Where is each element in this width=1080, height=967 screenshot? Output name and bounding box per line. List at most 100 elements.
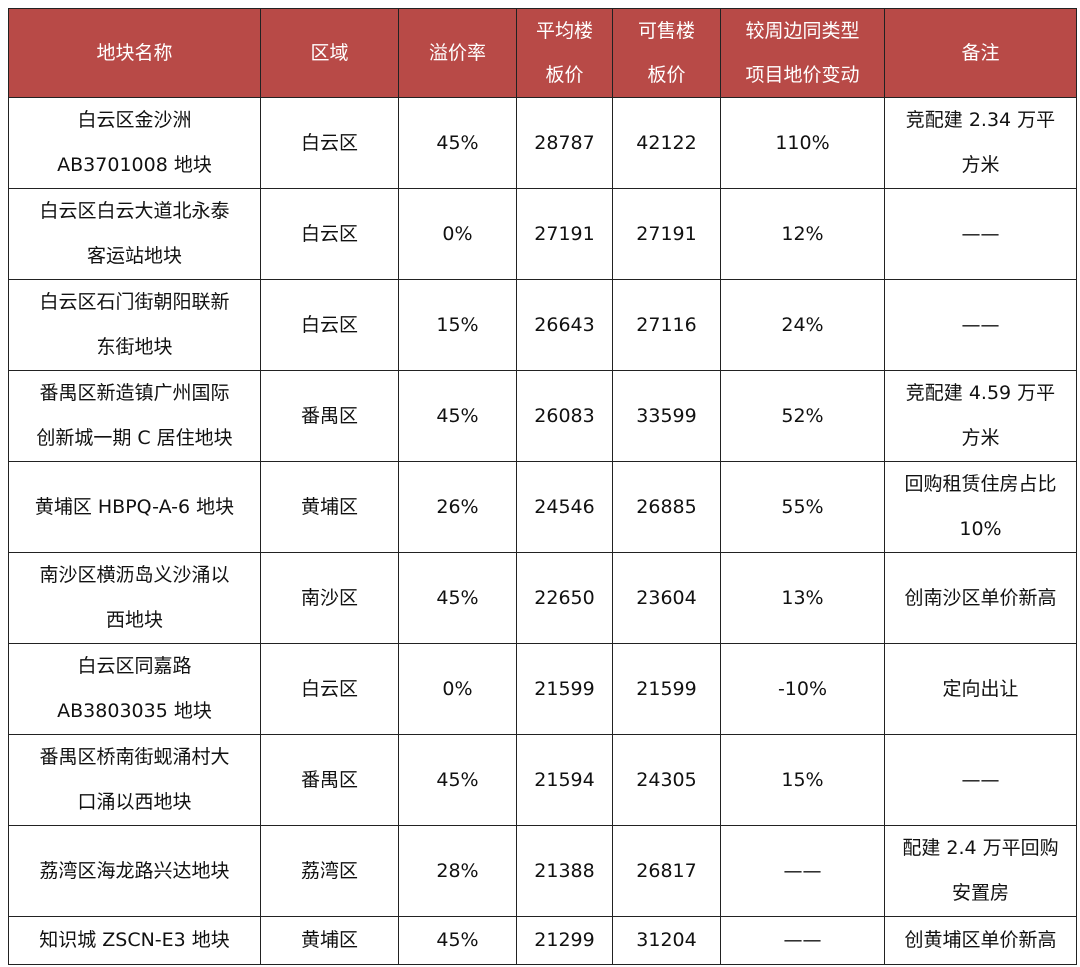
header-cell: 可售楼 板价 — [612, 8, 721, 98]
table-cell: 27116 — [612, 279, 721, 371]
table-cell: 26643 — [516, 279, 613, 371]
cell-line: 白云区石门街朝阳联新 — [39, 291, 230, 313]
table-cell: 荔湾区 — [260, 825, 399, 917]
cell-line: 方米 — [961, 427, 1000, 449]
cell-line: 创新城一期 C 居住地块 — [36, 427, 233, 449]
table-cell: 26083 — [516, 370, 613, 462]
table-cell: 定向出让 — [884, 643, 1077, 735]
table-cell: 33599 — [612, 370, 721, 462]
cell-line: 项目地价变动 — [745, 64, 860, 86]
table-row: 白云区石门街朝阳联新 东街地块 白云区 15% 26643 27116 24% —— — [8, 279, 1077, 371]
table-cell: —— — [884, 279, 1077, 371]
table-cell: —— — [884, 734, 1077, 826]
table-cell: 番禺区新造镇广州国际 创新城一期 C 居住地块 — [8, 370, 261, 462]
table-cell: 52% — [720, 370, 885, 462]
table-cell: 27191 — [516, 188, 613, 280]
table-cell: 24305 — [612, 734, 721, 826]
table-cell: 21594 — [516, 734, 613, 826]
table-cell: 回购租赁住房占比 10% — [884, 461, 1077, 553]
cell-line: 板价 — [545, 64, 584, 86]
table-row: 白云区白云大道北永泰 客运站地块 白云区 0% 27191 27191 12% —— — [8, 188, 1077, 280]
table-cell: 知识城 ZSCN-E3 地块 — [8, 916, 261, 965]
header-cell: 区域 — [260, 8, 399, 98]
cell-line: 可售楼 — [637, 20, 695, 42]
cell-line: 竞配建 4.59 万平 — [905, 382, 1056, 404]
cell-line: 平均楼 — [535, 20, 593, 42]
cell-line: 地块名称 — [96, 42, 173, 64]
table-cell: 26% — [398, 461, 517, 553]
cell-line: 西地块 — [105, 609, 163, 631]
table-cell: —— — [720, 916, 885, 965]
table-cell: 创南沙区单价新高 — [884, 552, 1077, 644]
table-cell: 15% — [398, 279, 517, 371]
table-cell: 26885 — [612, 461, 721, 553]
table-cell: 竞配建 2.34 万平 方米 — [884, 97, 1077, 189]
table-cell: 13% — [720, 552, 885, 644]
table-body: 白云区金沙洲 AB3701008 地块 白云区 45% 28787 42122 110% 竞配… — [8, 97, 1077, 965]
cell-line: 备注 — [961, 42, 1000, 64]
table-cell: 24% — [720, 279, 885, 371]
table-cell: 白云区 — [260, 97, 399, 189]
table-cell: 番禺区桥南街蚬涌村大 口涌以西地块 — [8, 734, 261, 826]
table-cell: 白云区 — [260, 279, 399, 371]
table-cell: 21599 — [612, 643, 721, 735]
table-cell: 南沙区 — [260, 552, 399, 644]
table-cell: 27191 — [612, 188, 721, 280]
table-row: 白云区金沙洲 AB3701008 地块 白云区 45% 28787 42122 110% 竞配… — [8, 97, 1077, 189]
table-cell: 110% — [720, 97, 885, 189]
table-cell: 21388 — [516, 825, 613, 917]
table-cell: 0% — [398, 643, 517, 735]
cell-line: 白云区同嘉路 — [77, 655, 192, 677]
table-cell: 55% — [720, 461, 885, 553]
table-cell: 白云区白云大道北永泰 客运站地块 — [8, 188, 261, 280]
table-cell: 南沙区横沥岛义沙涌以 西地块 — [8, 552, 261, 644]
header-cell: 地块名称 — [8, 8, 261, 98]
table-cell: 白云区石门街朝阳联新 东街地块 — [8, 279, 261, 371]
cell-line: 区域 — [310, 42, 349, 64]
table-cell: 21599 — [516, 643, 613, 735]
cell-line: 南沙区横沥岛义沙涌以 — [39, 564, 230, 586]
cell-line: 东街地块 — [96, 336, 173, 358]
table-cell: 21299 — [516, 916, 613, 965]
table-cell: 22650 — [516, 552, 613, 644]
cell-line: 白云区白云大道北永泰 — [39, 200, 230, 222]
table-row: 白云区同嘉路 AB3803035 地块 白云区 0% 21599 21599 -10% 定向出… — [8, 643, 1077, 735]
cell-line: 番禺区新造镇广州国际 — [39, 382, 230, 404]
header-row: 地块名称 区域 溢价率 平均楼 板价 可售楼 板价 较周边同类型 项目地价变动 备注 — [8, 8, 1077, 98]
table-cell: 荔湾区海龙路兴达地块 — [8, 825, 261, 917]
table-cell: 45% — [398, 552, 517, 644]
cell-line: 番禺区桥南街蚬涌村大 — [39, 746, 230, 768]
table-row: 黄埔区 HBPQ-A-6 地块 黄埔区 26% 24546 26885 55% 回购租赁住房… — [8, 461, 1077, 553]
table-row: 荔湾区海龙路兴达地块 荔湾区 28% 21388 26817 —— 配建 2.4 万平回购安… — [8, 825, 1077, 917]
header-cell: 较周边同类型 项目地价变动 — [720, 8, 885, 98]
table-cell: 0% — [398, 188, 517, 280]
cell-line: 口涌以西地块 — [77, 791, 192, 813]
table-cell: 15% — [720, 734, 885, 826]
header-cell: 备注 — [884, 8, 1077, 98]
table-cell: 竞配建 4.59 万平 方米 — [884, 370, 1077, 462]
table-cell: 45% — [398, 370, 517, 462]
table-cell: —— — [720, 825, 885, 917]
table-cell: 白云区 — [260, 643, 399, 735]
cell-line: AB3803035 地块 — [57, 700, 212, 722]
table-row: 番禺区新造镇广州国际 创新城一期 C 居住地块 番禺区 45% 26083 33599 52… — [8, 370, 1077, 462]
land-table: 地块名称 区域 溢价率 平均楼 板价 可售楼 板价 较周边同类型 项目地价变动 备注 白云区金沙洲… — [8, 8, 1077, 965]
table-cell: 42122 — [612, 97, 721, 189]
table-cell: -10% — [720, 643, 885, 735]
table-cell: 番禺区 — [260, 734, 399, 826]
cell-line: 较周边同类型 — [745, 20, 860, 42]
cell-line: 方米 — [961, 154, 1000, 176]
table-cell: 配建 2.4 万平回购 安置房 — [884, 825, 1077, 917]
header-cell: 溢价率 — [398, 8, 517, 98]
cell-line: 安置房 — [951, 882, 1009, 904]
cell-line: 配建 2.4 万平回购 — [902, 837, 1059, 859]
table-cell: 26817 — [612, 825, 721, 917]
table-cell: 31204 — [612, 916, 721, 965]
table-cell: 白云区 — [260, 188, 399, 280]
table-cell: 白云区金沙洲 AB3701008 地块 — [8, 97, 261, 189]
table-cell: 28787 — [516, 97, 613, 189]
cell-line: AB3701008 地块 — [57, 154, 212, 176]
table-cell: 白云区同嘉路 AB3803035 地块 — [8, 643, 261, 735]
table-row: 知识城 ZSCN-E3 地块 黄埔区 45% 21299 31204 —— 创黄埔区单价新高 — [8, 916, 1077, 965]
